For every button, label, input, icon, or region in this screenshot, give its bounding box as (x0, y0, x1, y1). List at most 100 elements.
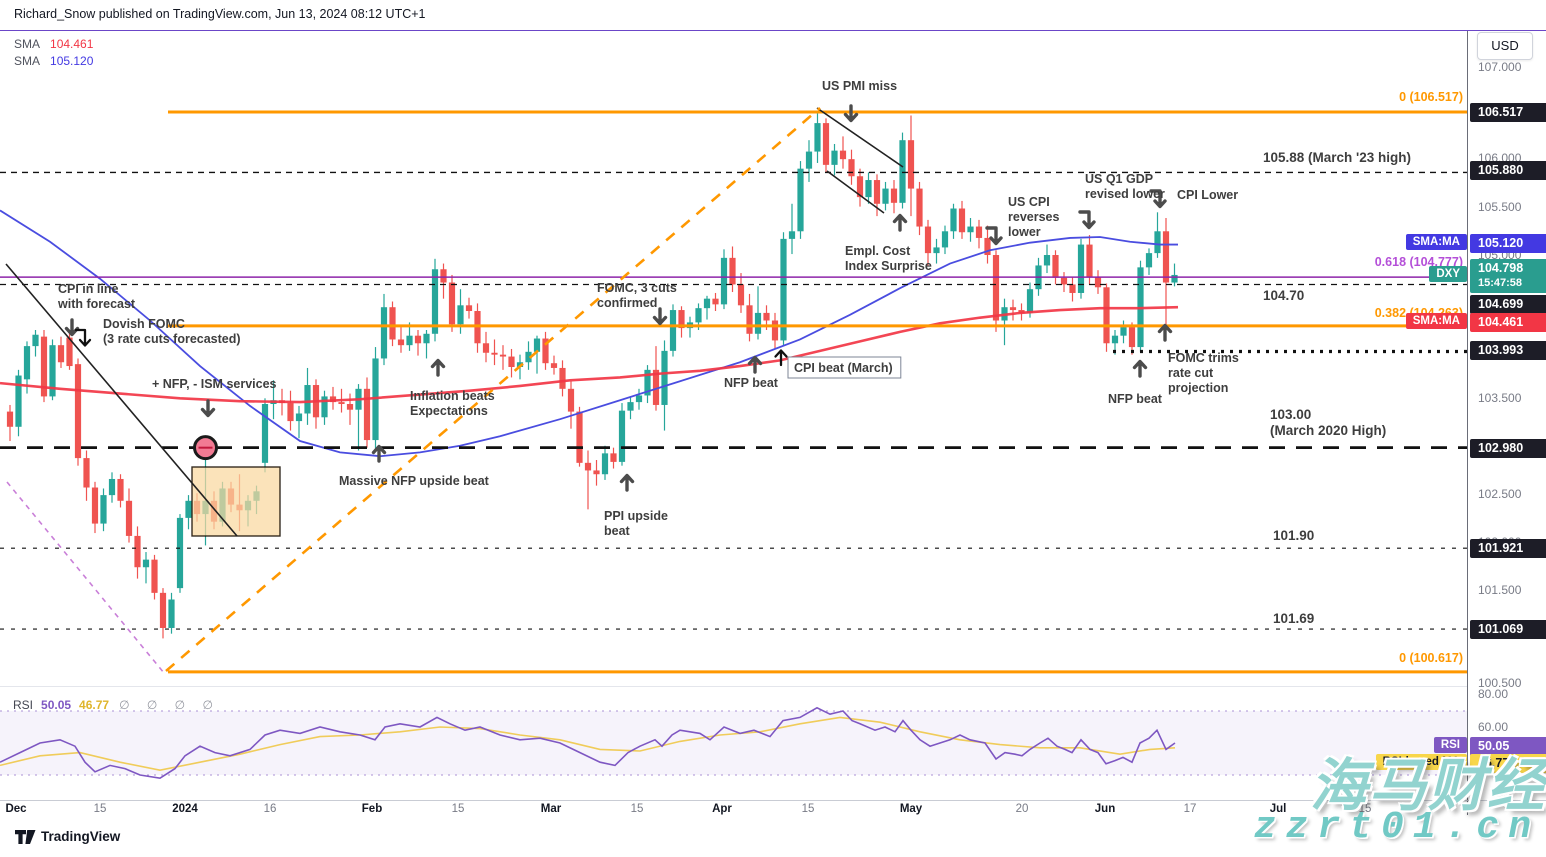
hook-arrow-icon (1149, 189, 1167, 209)
annotation-note: 0 (106.517) (1399, 90, 1463, 104)
currency-toggle-button[interactable]: USD (1477, 32, 1533, 60)
svg-text:CPI Lower: CPI Lower (1177, 188, 1238, 202)
svg-text:CPI beat (March): CPI beat (March) (794, 361, 893, 375)
svg-text:CPI in line: CPI in line (58, 282, 118, 296)
svg-text:Massive NFP upside beat: Massive NFP upside beat (339, 474, 490, 488)
up-arrow-icon (892, 213, 908, 232)
sma-slow-legend: SMA 105.120 (14, 54, 94, 68)
sma-fast-line (0, 305, 1179, 404)
svg-text:Dovish FOMC: Dovish FOMC (103, 317, 185, 331)
annotation-note: 101.90 (1273, 528, 1314, 543)
up-arrow-icon (1157, 323, 1173, 342)
svg-text:NFP beat: NFP beat (724, 376, 779, 390)
svg-text:Inflation beats: Inflation beats (410, 389, 495, 403)
annotation-note: Massive NFP upside beat (339, 474, 490, 488)
annotation-note: 104.70 (1263, 288, 1304, 303)
svg-text:0 (100.617): 0 (100.617) (1399, 651, 1463, 665)
up-arrow-icon (371, 444, 387, 463)
indicator-legend: SMA 104.461 SMA 105.120 (14, 36, 93, 70)
svg-text:105.88 (March '23 high): 105.88 (March '23 high) (1263, 150, 1411, 165)
svg-text:FOMC trims: FOMC trims (1168, 351, 1239, 365)
annotation-box (787, 356, 902, 379)
svg-text:projection: projection (1168, 381, 1228, 395)
up-arrow-icon (430, 358, 446, 377)
svg-text:Empl. Cost: Empl. Cost (845, 244, 911, 258)
consolidation-box (191, 466, 281, 537)
annotation-note: 0.618 (104.777) (1375, 255, 1463, 269)
trendline (5, 263, 238, 537)
publish-title: Richard_Snow published on TradingView.co… (14, 7, 426, 21)
svg-text:Index Surprise: Index Surprise (845, 259, 932, 273)
svg-text:revised lower: revised lower (1085, 187, 1165, 201)
svg-text:rate cut: rate cut (1168, 366, 1214, 380)
tradingview-logo[interactable]: TradingView (15, 829, 120, 844)
svg-text:FOMC, 3 cuts: FOMC, 3 cuts (597, 281, 677, 295)
annotation-note: CPI Lower (1177, 188, 1238, 202)
svg-text:beat: beat (604, 524, 631, 538)
svg-text:US CPI: US CPI (1008, 195, 1050, 209)
time-axis-border (0, 800, 1546, 801)
trendline (165, 107, 821, 672)
pane-separator[interactable] (0, 686, 1467, 687)
svg-text:reverses: reverses (1008, 210, 1059, 224)
rsi-legend: RSI 50.05 46.77 ∅ ∅ ∅ ∅ (13, 698, 220, 712)
annotation-note: + NFP, - ISM services (152, 377, 277, 391)
svg-text:NFP beat: NFP beat (1108, 392, 1163, 406)
publish-header: Richard_Snow published on TradingView.co… (0, 0, 1546, 31)
down-arrow-icon (843, 104, 859, 123)
annotation-note: 0.382 (104.263) (1375, 306, 1463, 320)
svg-text:104.70: 104.70 (1263, 288, 1304, 303)
hook-arrow-icon (74, 328, 92, 347)
svg-text:(3 rate cuts forecasted): (3 rate cuts forecasted) (103, 332, 241, 346)
down-arrow-icon (200, 399, 216, 418)
svg-text:0.618 (104.777): 0.618 (104.777) (1375, 255, 1463, 269)
candlestick-series (6, 112, 1178, 639)
hook-arrow-icon (985, 226, 1003, 246)
up-arrow-icon (747, 355, 763, 374)
svg-text:lower: lower (1008, 225, 1041, 239)
up-arrow-icon (1132, 359, 1148, 378)
trendline (826, 170, 885, 214)
svg-text:(March 2020 High): (March 2020 High) (1270, 423, 1386, 438)
hook-arrow-icon (1078, 210, 1096, 230)
rsi-ma-line (0, 716, 1176, 772)
price-axis-border (1467, 30, 1468, 815)
sma-fast-legend: SMA 104.461 (14, 37, 94, 51)
annotation-note: 0 (100.617) (1399, 651, 1463, 665)
rsi-pane[interactable] (0, 706, 1467, 780)
svg-text:101.90: 101.90 (1273, 528, 1314, 543)
svg-text:confirmed: confirmed (597, 296, 657, 310)
tradingview-logo-icon (15, 829, 36, 844)
svg-text:0 (106.517): 0 (106.517) (1399, 90, 1463, 104)
svg-text:0.382 (104.263): 0.382 (104.263) (1375, 306, 1463, 320)
svg-text:103.00: 103.00 (1270, 407, 1311, 422)
annotation-note: NFP beat (724, 376, 779, 390)
annotation-note: NFP beat (1108, 392, 1163, 406)
up-arrow-icon (619, 473, 635, 492)
trendline (816, 107, 904, 168)
svg-text:US Q1 GDP: US Q1 GDP (1085, 172, 1153, 186)
svg-text:with forecast: with forecast (57, 297, 136, 311)
annotation-note: Dovish FOMC(3 rate cuts forecasted) (103, 317, 241, 346)
svg-text:Expectations: Expectations (410, 404, 488, 418)
annotation-note: US PMI miss (822, 79, 897, 93)
up-arrow-icon (774, 349, 788, 367)
annotation-note: 105.88 (March '23 high) (1263, 150, 1411, 165)
svg-text:101.69: 101.69 (1273, 611, 1314, 626)
svg-text:PPI upside: PPI upside (604, 509, 668, 523)
annotation-note: 101.69 (1273, 611, 1314, 626)
svg-text:+ NFP, - ISM services: + NFP, - ISM services (152, 377, 277, 391)
rsi-line (0, 706, 1176, 780)
annotation-note: 103.00(March 2020 High) (1270, 407, 1386, 438)
svg-text:US PMI miss: US PMI miss (822, 79, 897, 93)
